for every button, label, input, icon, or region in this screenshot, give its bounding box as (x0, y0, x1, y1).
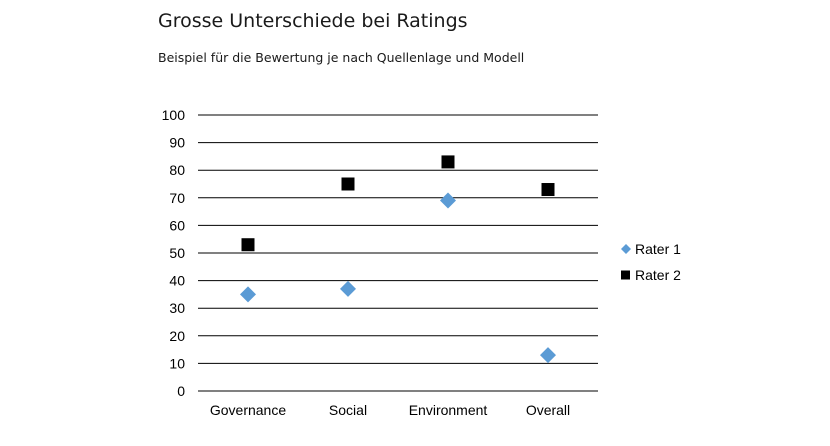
x-category-label: Overall (526, 402, 570, 418)
y-tick-label: 40 (169, 273, 185, 289)
gridlines (198, 114, 598, 392)
legend-marker (621, 244, 631, 254)
legend-marker (621, 270, 630, 280)
legend-label: Rater 1 (635, 241, 681, 257)
rater-1-point (540, 347, 556, 364)
y-axis-ticks: 0 10 20 30 40 50 60 70 80 90 100 (162, 107, 186, 399)
chart-subtitle: Beispiel für die Bewertung je nach Quell… (158, 50, 525, 65)
rater-2-point (341, 177, 355, 191)
rater-2-point (241, 238, 255, 252)
y-tick-label: 100 (162, 107, 186, 123)
chart-title: Grosse Unterschiede bei Ratings (158, 10, 468, 32)
y-tick-label: 30 (169, 300, 185, 316)
y-tick-label: 10 (169, 355, 185, 371)
rater-1-point (340, 280, 356, 297)
y-tick-label: 0 (177, 383, 185, 399)
x-category-label: Governance (210, 402, 286, 418)
data-points (240, 155, 556, 364)
rater-2-point (541, 183, 555, 197)
y-tick-label: 70 (169, 190, 185, 206)
rater-1-point (440, 192, 456, 209)
rater-1-point (240, 286, 256, 303)
rater-2-point (441, 155, 455, 169)
y-tick-label: 20 (169, 328, 185, 344)
y-tick-label: 90 (169, 135, 185, 151)
x-category-label: Environment (409, 402, 488, 418)
x-category-label: Social (329, 402, 367, 418)
x-axis-categories: Governance Social Environment Overall (210, 402, 570, 418)
y-tick-label: 60 (169, 217, 185, 233)
y-tick-label: 50 (169, 245, 185, 261)
legend: Rater 1 Rater 2 (621, 241, 681, 283)
legend-label: Rater 2 (635, 267, 681, 283)
y-tick-label: 80 (169, 162, 185, 178)
